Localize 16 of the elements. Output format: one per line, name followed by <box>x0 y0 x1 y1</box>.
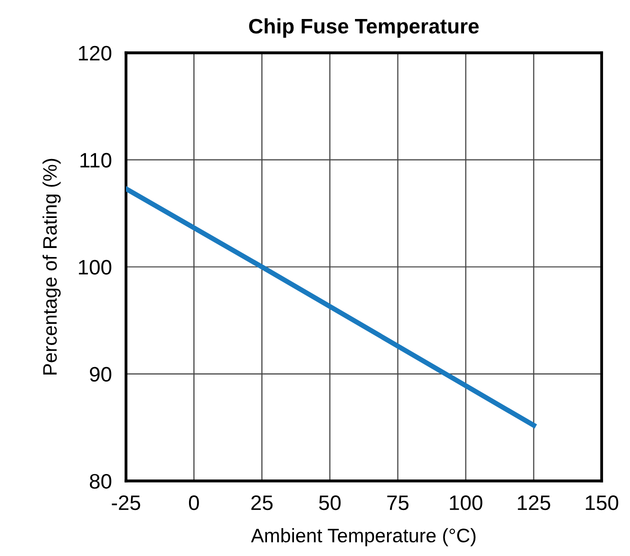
x-tick-label: -25 <box>112 495 140 510</box>
x-tick-label: 0 <box>188 495 199 510</box>
y-tick-label: 100 <box>78 260 112 275</box>
y-tick-label: 120 <box>78 46 112 61</box>
x-tick-label: 50 <box>319 495 341 510</box>
x-tick-label: 150 <box>586 495 618 510</box>
y-tick-label: 80 <box>90 474 112 489</box>
x-axis-title: Ambient Temperature (°C) <box>251 528 476 546</box>
x-tick-label: 25 <box>251 495 273 510</box>
x-tick-label: 125 <box>518 495 550 510</box>
y-axis-title: Percentage of Rating (%) <box>42 158 61 374</box>
y-tick-label: 90 <box>90 366 112 382</box>
chart-title: Chip Fuse Temperature <box>249 18 479 38</box>
x-tick-label: 100 <box>450 495 482 510</box>
y-tick-label: 110 <box>80 152 112 168</box>
x-tick-label: 75 <box>387 496 409 510</box>
